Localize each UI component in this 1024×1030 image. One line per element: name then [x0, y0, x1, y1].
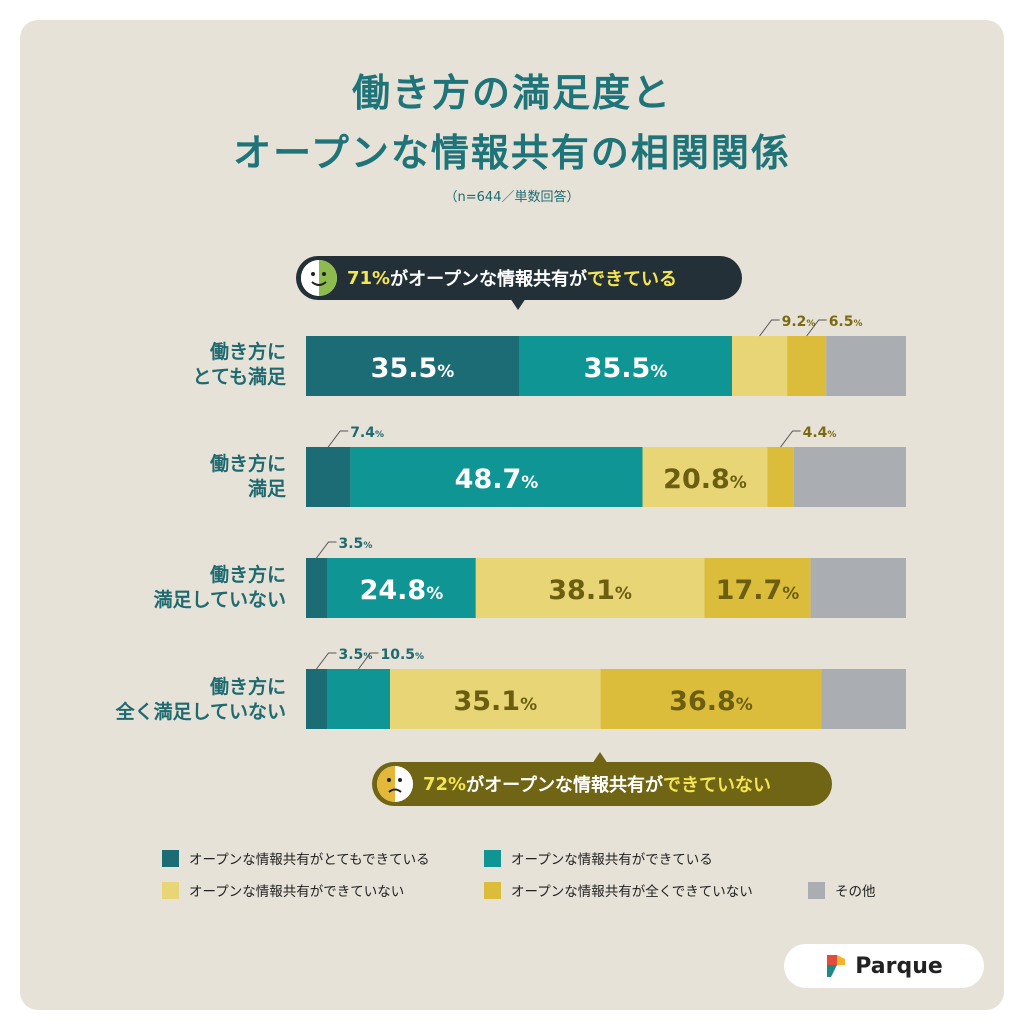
- bar-segment-1-4: [787, 336, 827, 396]
- legend-label-1: オープンな情報共有がとてもできている: [189, 852, 430, 868]
- data-label-1-3: 9.2%: [782, 314, 816, 330]
- data-label-1-1: 35.5%: [371, 353, 455, 384]
- callout-bottom-highlight: 72%: [423, 773, 467, 795]
- bar-segment-2-3: [642, 447, 768, 507]
- callout-top-pointer: [510, 298, 526, 310]
- legend-item-3: オープンな情報共有ができていない: [162, 880, 404, 900]
- leader-line-3-1: [316, 541, 337, 559]
- leader-line-4-2: [358, 652, 379, 670]
- leader-line-1-3: [759, 319, 780, 337]
- bar-segment-4-5: [821, 669, 906, 729]
- category-label-3-line2: 満足していない: [153, 589, 286, 611]
- bar-segment-4-4: [600, 669, 822, 729]
- legend-label-5: その他: [835, 884, 876, 900]
- category-label-2: 働き方に 満足: [16, 452, 286, 502]
- callout-top-highlight: 71%: [347, 267, 391, 289]
- bar-segment-1-2: [519, 336, 732, 396]
- legend-label-4: オープンな情報共有が全くできていない: [511, 884, 753, 900]
- legend-label-2: オープンな情報共有ができている: [511, 852, 713, 868]
- legend-item-4: オープンな情報共有が全くできていない: [484, 880, 753, 900]
- brand-name: Parque: [855, 953, 943, 979]
- data-label-2-1: 7.4%: [350, 425, 384, 441]
- category-label-4: 働き方に 全く満足していない: [16, 675, 286, 725]
- bar-segment-3-2: [327, 558, 476, 618]
- leader-line-2-4: [780, 430, 801, 448]
- bar-segment-2-4: [767, 447, 794, 507]
- category-label-1-line2: とても満足: [192, 366, 286, 388]
- legend-item-2: オープンな情報共有ができている: [484, 848, 713, 868]
- happy-face-icon: [301, 260, 337, 296]
- legend-item-1: オープンな情報共有がとてもできている: [162, 848, 430, 868]
- data-label-3-1: 3.5%: [339, 536, 373, 552]
- legend-label-3: オープンな情報共有ができていない: [189, 884, 405, 900]
- parque-logo: Parque: [784, 944, 984, 988]
- bar-segment-3-4: [704, 558, 811, 618]
- leader-line-1-4: [806, 319, 827, 337]
- bar-segment-1-5: [826, 336, 906, 396]
- chart-title-line2: オープンな情報共有の相関関係: [233, 131, 791, 175]
- category-label-1-line1: 働き方に: [209, 341, 286, 363]
- callout-bottom: 72% がオープンな情報共有が できていない: [372, 762, 832, 806]
- bar-segment-2-1: [306, 447, 351, 507]
- category-label-3: 働き方に 満足していない: [16, 563, 286, 613]
- bar-segment-3-5: [810, 558, 906, 618]
- legend-swatch-1: [162, 849, 179, 867]
- legend-swatch-5: [808, 881, 825, 899]
- unhappy-face-icon: [377, 766, 413, 802]
- chart-subtitle: （n=644／単数回答）: [444, 190, 580, 205]
- bar-segment-4-3: [390, 669, 601, 729]
- category-label-1: 働き方に とても満足: [16, 340, 286, 390]
- bar-segment-2-2: [350, 447, 643, 507]
- legend-item-5: その他: [808, 880, 876, 900]
- callout-top-mid: がオープンな情報共有が: [390, 269, 588, 290]
- callout-top-tail: できている: [587, 269, 678, 290]
- callout-top: 71% がオープンな情報共有が できている: [296, 256, 742, 300]
- callout-bottom-tail: できていない: [663, 775, 772, 796]
- category-label-4-line2: 全く満足していない: [115, 701, 286, 723]
- callout-bottom-pointer: [592, 752, 608, 764]
- bar-segment-4-1: [306, 669, 327, 729]
- data-label-4-1: 3.5%: [339, 647, 373, 663]
- category-label-2-line2: 満足: [247, 478, 286, 500]
- bar-segment-1-1: [306, 336, 519, 396]
- bar-segment-4-2: [327, 669, 390, 729]
- bar-segment-1-3: [732, 336, 788, 396]
- chart-title-line1: 働き方の満足度と: [351, 71, 672, 115]
- legend-swatch-3: [162, 881, 179, 899]
- category-label-2-line1: 働き方に: [209, 453, 286, 475]
- bar-segment-3-1: [306, 558, 327, 618]
- callout-bottom-mid: がオープンな情報共有が: [466, 775, 664, 796]
- legend-swatch-4: [484, 881, 501, 899]
- legend-swatch-2: [484, 849, 501, 867]
- bar-segment-3-3: [475, 558, 705, 618]
- data-label-2-4: 4.4%: [803, 425, 837, 441]
- data-label-1-4: 6.5%: [829, 314, 863, 330]
- category-label-4-line1: 働き方に: [209, 676, 286, 698]
- category-label-3-line1: 働き方に: [209, 564, 286, 586]
- parque-logo-icon: [827, 955, 846, 977]
- leader-line-4-1: [316, 652, 337, 670]
- bar-segment-2-5: [793, 447, 906, 507]
- leader-line-2-1: [327, 430, 349, 448]
- data-label-4-2: 10.5%: [381, 647, 425, 663]
- chart-card: [20, 20, 1004, 1010]
